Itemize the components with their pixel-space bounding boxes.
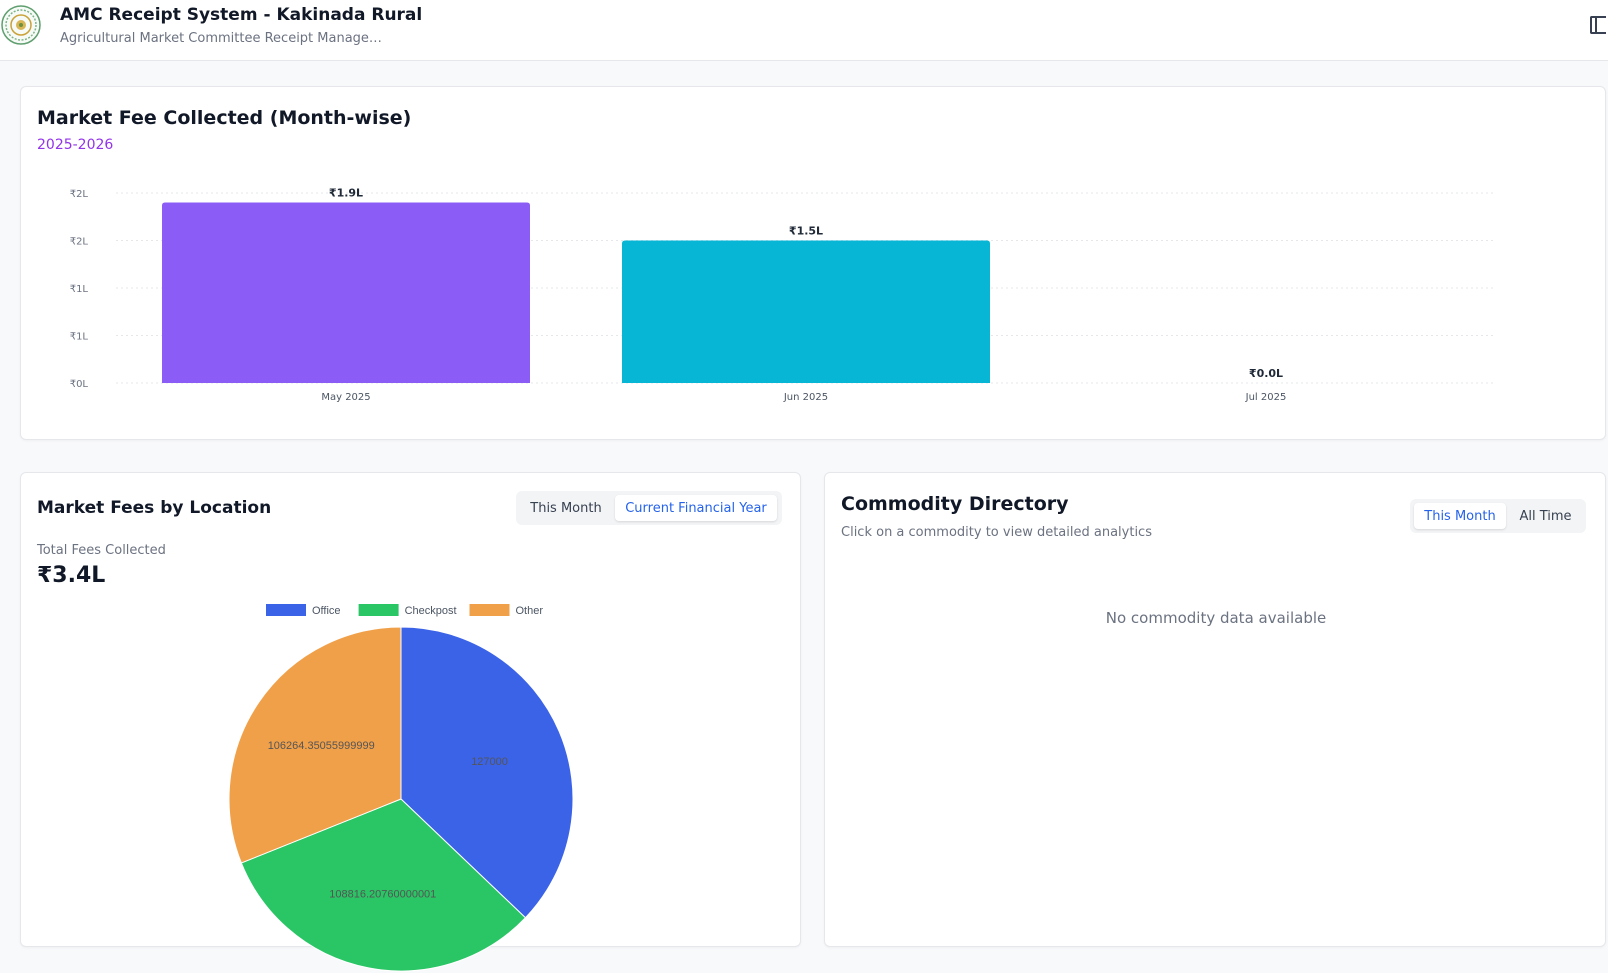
monthly-fee-chart-card: Market Fee Collected (Month-wise) 2025-2… <box>20 86 1606 440</box>
legend-label-office[interactable]: Office <box>312 605 341 617</box>
tab-this-month[interactable]: This Month <box>520 495 612 521</box>
pie-value-label: 108816.20760000001 <box>329 889 436 901</box>
y-tick-label: ₹2L <box>70 237 89 248</box>
tab-current-financial-year[interactable]: Current Financial Year <box>615 495 777 521</box>
app-header: AMC Receipt System - Kakinada Rural Agri… <box>0 0 1608 61</box>
commodity-directory-card: Commodity Directory Click on a commodity… <box>824 472 1606 947</box>
state-emblem-icon[interactable] <box>1 5 41 45</box>
y-tick-label: ₹2L <box>70 189 89 200</box>
app-subtitle: Agricultural Market Committee Receipt Ma… <box>60 31 382 46</box>
x-tick-label: Jun 2025 <box>783 392 828 403</box>
location-period-toggle: This Month Current Financial Year <box>516 491 782 525</box>
bar-value-label: ₹0.0L <box>1249 367 1283 380</box>
bar-jun-2025[interactable] <box>622 240 990 384</box>
x-tick-label: Jul 2025 <box>1245 392 1287 403</box>
total-fees-value: ₹3.4L <box>37 563 106 588</box>
pie-value-label: 127000 <box>471 756 508 768</box>
monthly-fee-bar-chart: ₹0L ₹1L ₹1L ₹2L ₹2L ₹1.9L May 2025 ₹1.5L Jun 202… <box>70 187 1496 403</box>
legend-swatch-office[interactable] <box>266 604 306 616</box>
y-tick-label: ₹1L <box>70 332 89 343</box>
legend-label-checkpost[interactable]: Checkpost <box>405 605 457 617</box>
y-tick-label: ₹1L <box>70 284 89 295</box>
pie-value-label: 106264.35055999999 <box>268 740 375 752</box>
monthly-chart-subtitle: 2025-2026 <box>37 137 114 153</box>
tab-this-month[interactable]: This Month <box>1414 503 1506 529</box>
bar-may-2025[interactable] <box>162 202 530 384</box>
pie-slice-other[interactable] <box>228 626 402 864</box>
pie-slice-checkpost[interactable] <box>240 798 527 972</box>
commodity-period-toggle: This Month All Time <box>1410 499 1586 533</box>
tab-all-time[interactable]: All Time <box>1509 503 1582 529</box>
bar-value-label: ₹1.5L <box>789 225 823 238</box>
app-title: AMC Receipt System - Kakinada Rural <box>60 5 423 25</box>
legend-swatch-other[interactable] <box>469 604 510 616</box>
total-fees-label: Total Fees Collected <box>37 543 166 558</box>
sidebar-toggle-icon[interactable] <box>1590 16 1606 34</box>
legend-swatch-checkpost[interactable] <box>358 604 399 616</box>
bar-value-label: ₹1.9L <box>329 187 363 200</box>
commodity-empty-message: No commodity data available <box>1105 609 1327 627</box>
location-fees-card: Market Fees by Location This Month Curre… <box>20 472 801 972</box>
x-tick-label: May 2025 <box>321 392 370 403</box>
legend-label-other[interactable]: Other <box>516 605 544 617</box>
commodity-card-title: Commodity Directory <box>841 493 1069 515</box>
location-card-title: Market Fees by Location <box>37 498 272 518</box>
pie-slice-office[interactable] <box>400 626 574 919</box>
commodity-card-subtitle: Click on a commodity to view detailed an… <box>841 525 1152 540</box>
location-pie-chart: Office Checkpost Other 127000 108816.2076000… <box>228 604 574 972</box>
monthly-chart-title: Market Fee Collected (Month-wise) <box>37 107 412 129</box>
y-tick-label: ₹0L <box>70 379 89 390</box>
